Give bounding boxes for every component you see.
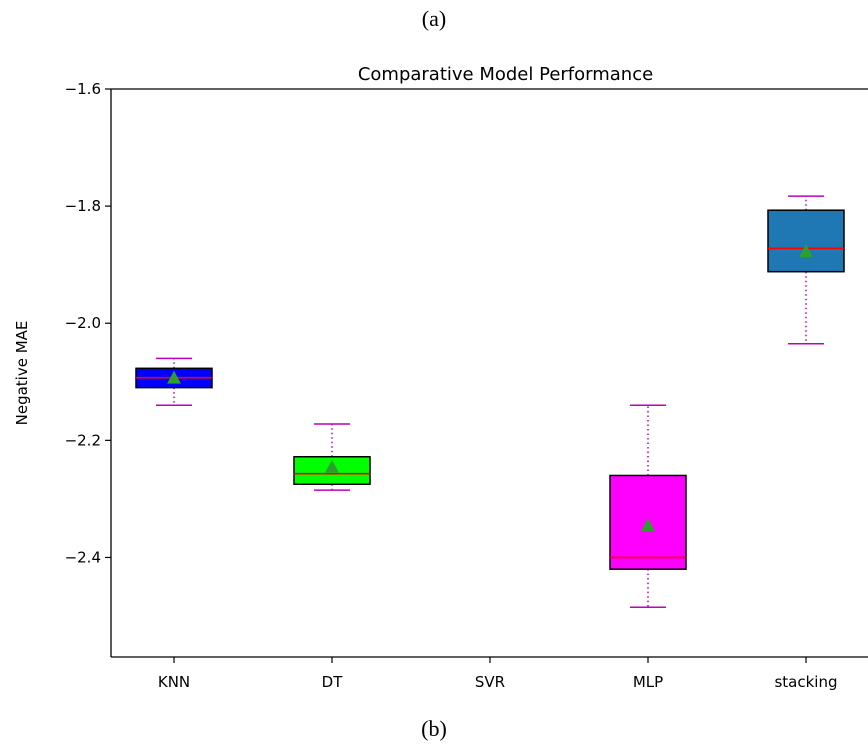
mean-marker — [641, 518, 655, 532]
mean-marker — [799, 244, 813, 258]
y-tick-label: −2.0 — [65, 314, 101, 332]
x-tick-label-knn: KNN — [158, 673, 190, 691]
y-tick-label: −1.8 — [65, 197, 101, 215]
x-axis: KNN DT SVR MLP stacking — [158, 657, 838, 691]
mean-marker — [167, 370, 181, 384]
mean-marker — [325, 459, 339, 473]
x-tick-label-stacking: stacking — [774, 673, 837, 691]
y-axis-label: Negative MAE — [13, 321, 31, 426]
chart-title: Comparative Model Performance — [358, 64, 653, 85]
x-tick-label-svr: SVR — [475, 673, 505, 691]
y-tick-label: −2.4 — [65, 548, 101, 566]
figure-label-bottom: (b) — [421, 716, 447, 741]
box-body — [767, 209, 845, 273]
box-dt — [293, 423, 371, 491]
x-tick-label-dt: DT — [322, 673, 344, 691]
figure-label-top: (a) — [421, 6, 447, 31]
box-mlp — [609, 404, 687, 608]
y-tick-label: −1.6 — [65, 80, 101, 98]
box-knn — [135, 357, 213, 406]
plot-frame — [110, 88, 868, 658]
y-axis: −1.6 −1.8 −2.0 −2.2 −2.4 — [65, 80, 111, 566]
plot-area — [135, 195, 845, 608]
x-tick-label-mlp: MLP — [633, 673, 663, 691]
box-stacking — [767, 195, 845, 345]
y-tick-label: −2.2 — [65, 431, 101, 449]
boxplot-chart: Comparative Model Performance Negative M… — [13, 64, 868, 691]
